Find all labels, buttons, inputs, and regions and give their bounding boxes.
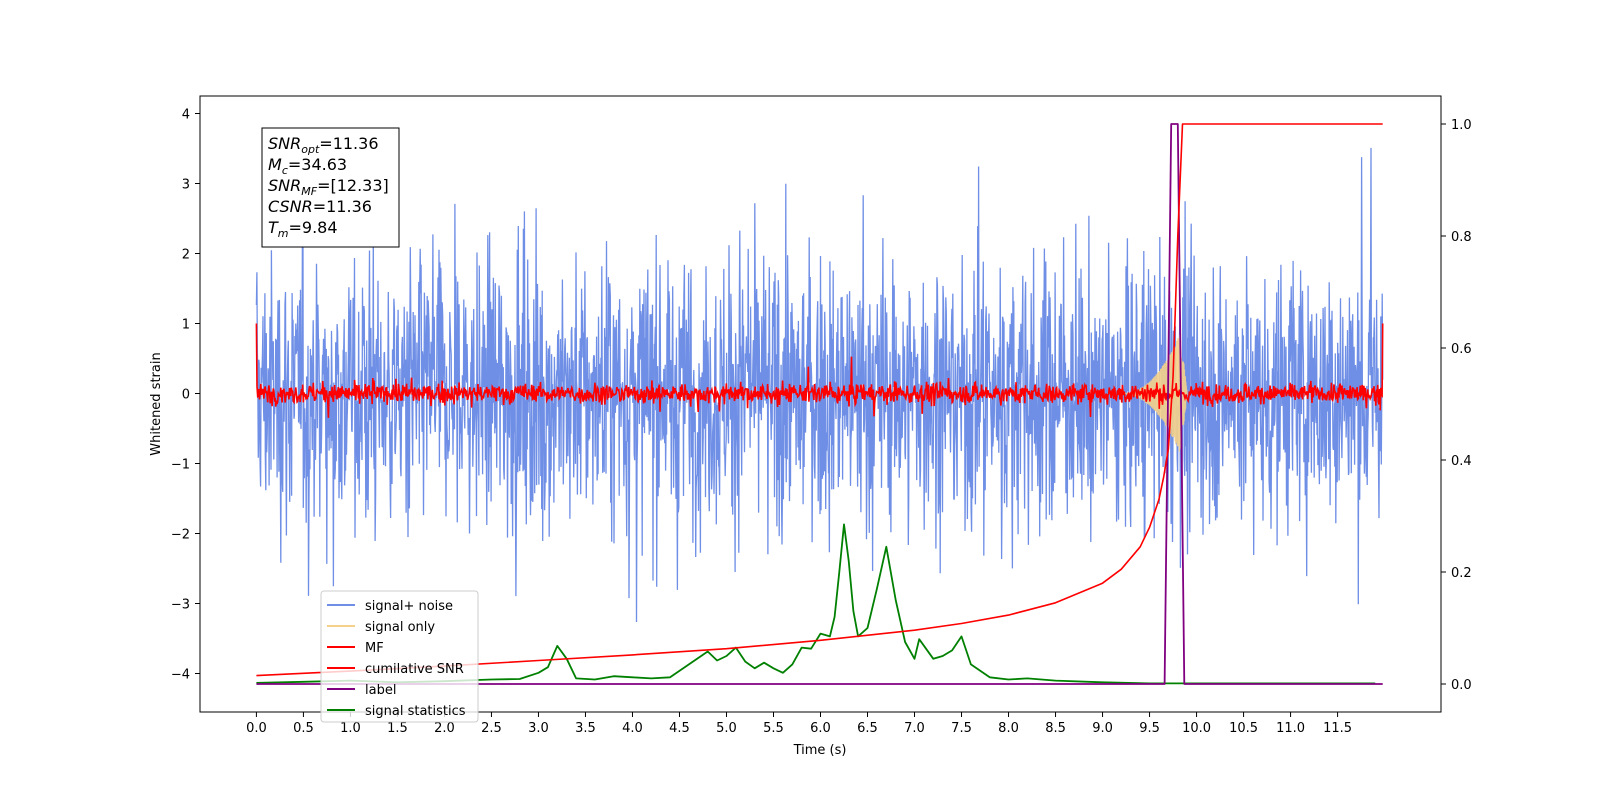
y-tick-label: −1: [171, 458, 190, 473]
x-tick-label: 0.0: [246, 721, 267, 736]
x-tick-label: 1.5: [387, 721, 408, 736]
y-axis-left: 4 3 2 1 0 −1 −2 −3 −4: [171, 108, 200, 683]
legend-label: signal only: [365, 620, 435, 635]
annotation-symbol: T: [268, 218, 279, 237]
y-tick-label: 1: [182, 318, 190, 333]
annotation-subscript: MF: [301, 185, 317, 198]
x-tick-label: 10.5: [1229, 721, 1258, 736]
annotation-value: =11.36: [313, 197, 372, 216]
annotation-symbol: SNR: [268, 176, 301, 195]
x-tick-label: 10.0: [1182, 721, 1211, 736]
y-axis-right: 1.0 0.8 0.6 0.4 0.2 0.0: [1441, 118, 1472, 693]
y2-tick-label: 0.8: [1451, 230, 1472, 245]
x-axis-label: Time (s): [793, 743, 847, 758]
plot-area: [255, 123, 1384, 685]
legend: signal+ noise signal only MF cumilative SNR…: [320, 590, 479, 723]
annotation-line: SNRopt=11.36: [268, 134, 379, 156]
x-tick-label: 11.0: [1276, 721, 1305, 736]
x-tick-label: 1.0: [340, 721, 361, 736]
y-tick-label: −3: [171, 598, 190, 613]
y-tick-label: 4: [182, 108, 190, 123]
snr-annotation-box: SNRopt=11.36Mc=34.63SNRMF=[12.33]CSNR=11…: [261, 127, 400, 248]
y-tick-label: −2: [171, 528, 190, 543]
y-tick-label: 3: [182, 178, 190, 193]
y-tick-label: 2: [182, 248, 190, 263]
annotation-symbol: CSNR: [268, 197, 313, 216]
x-axis: 0.0 0.5 1.0 1.5 2.0 2.5 3.0 3.5 4.0 4.5 5.0 5.5 6.0 6…: [246, 712, 1352, 736]
y2-tick-label: 1.0: [1451, 118, 1472, 133]
annotation-line: SNRMF=[12.33]: [268, 176, 389, 198]
x-tick-label: 8.5: [1045, 721, 1066, 736]
y-tick-label: 0: [182, 388, 190, 403]
annotation-line: Mc=34.63: [268, 155, 347, 177]
x-tick-label: 6.0: [810, 721, 831, 736]
x-tick-label: 4.0: [622, 721, 643, 736]
x-tick-label: 2.5: [481, 721, 502, 736]
annotation-symbol: SNR: [268, 134, 301, 153]
x-tick-label: 0.5: [293, 721, 314, 736]
legend-frame: [320, 590, 479, 723]
annotation-line: CSNR=11.36: [268, 197, 372, 216]
annotation-frame: [261, 127, 400, 248]
legend-label: label: [365, 683, 396, 698]
x-tick-label: 3.0: [528, 721, 549, 736]
annotation-value: =11.36: [319, 134, 378, 153]
x-tick-label: 5.0: [716, 721, 737, 736]
x-tick-label: 4.5: [669, 721, 690, 736]
annotation-line: Tm=9.84: [268, 218, 338, 240]
legend-label: signal+ noise: [365, 599, 453, 614]
series-signal-statistics-line: [256, 523, 1376, 685]
legend-label: signal statistics: [365, 704, 466, 719]
legend-label: MF: [365, 641, 384, 656]
y-tick-label: −4: [171, 668, 190, 683]
x-tick-label: 7.0: [904, 721, 925, 736]
series-signal-noise-line: [255, 147, 1384, 623]
x-tick-label: 11.5: [1323, 721, 1352, 736]
annotation-subscript: c: [282, 164, 288, 177]
x-tick-label: 9.0: [1092, 721, 1113, 736]
annotation-value: =[12.33]: [317, 176, 389, 195]
y2-tick-label: 0.2: [1451, 566, 1472, 581]
annotation-subscript: opt: [301, 143, 320, 156]
x-tick-label: 3.5: [575, 721, 596, 736]
series-label-line: [256, 123, 1383, 685]
y2-tick-label: 0.6: [1451, 342, 1472, 357]
y-axis-label: Whitened strain: [149, 352, 164, 455]
annotation-subscript: m: [278, 227, 289, 240]
y2-tick-label: 0.0: [1451, 678, 1472, 693]
series-cumulative-snr-line: [256, 123, 1383, 677]
x-tick-label: 9.5: [1139, 721, 1160, 736]
series-mf-line: [255, 323, 1384, 418]
x-tick-label: 7.5: [951, 721, 972, 736]
annotation-value: =9.84: [289, 218, 338, 237]
legend-label: cumilative SNR: [365, 662, 464, 677]
x-tick-label: 8.0: [998, 721, 1019, 736]
annotation-value: =34.63: [288, 155, 347, 174]
annotation-symbol: M: [268, 155, 282, 174]
x-tick-label: 6.5: [857, 721, 878, 736]
y2-tick-label: 0.4: [1451, 454, 1472, 469]
x-tick-label: 2.0: [434, 721, 455, 736]
x-tick-label: 5.5: [763, 721, 784, 736]
